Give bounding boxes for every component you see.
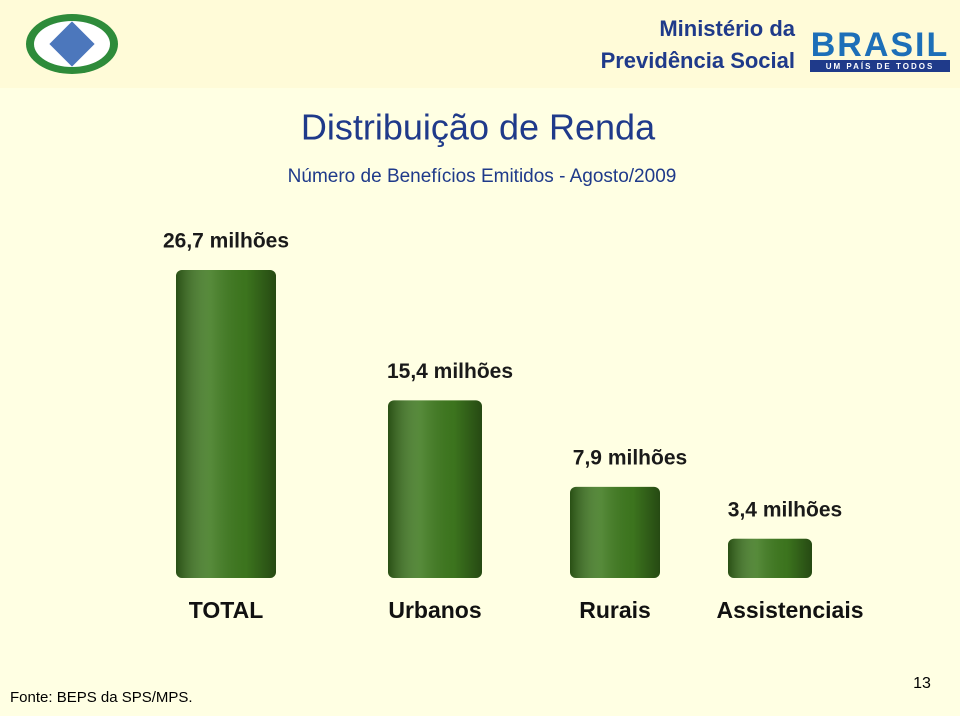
- category-label: Rurais: [579, 597, 651, 623]
- bar: [570, 486, 660, 578]
- category-label: Assistenciais: [716, 597, 863, 623]
- logo-grid: [49, 21, 95, 67]
- ministry-line: Ministério da: [659, 16, 795, 41]
- source: Fonte: BEPS da SPS/MPS.: [10, 689, 193, 706]
- category-label: Urbanos: [388, 597, 481, 623]
- page-number: 13: [913, 675, 931, 692]
- value-label: 26,7 milhões: [163, 230, 289, 253]
- ministry-logo: [26, 14, 118, 74]
- bar: [388, 400, 482, 578]
- value-label: 15,4 milhões: [387, 360, 513, 383]
- tagline-band: [810, 60, 950, 72]
- chart-title: Distribuição de Renda: [301, 107, 656, 148]
- ministry-line: Previdência Social: [601, 48, 795, 73]
- brand: BRASIL: [811, 26, 950, 64]
- chart-subtitle: Número de Benefícios Emitidos - Agosto/2…: [288, 166, 677, 187]
- category-label: TOTAL: [189, 597, 264, 623]
- bar: [176, 270, 276, 578]
- tagline: UM PAÍS DE TODOS: [826, 62, 935, 71]
- value-label: 3,4 milhões: [728, 498, 842, 521]
- bar: [728, 538, 812, 578]
- header-band: [0, 0, 960, 88]
- value-label: 7,9 milhões: [573, 446, 687, 469]
